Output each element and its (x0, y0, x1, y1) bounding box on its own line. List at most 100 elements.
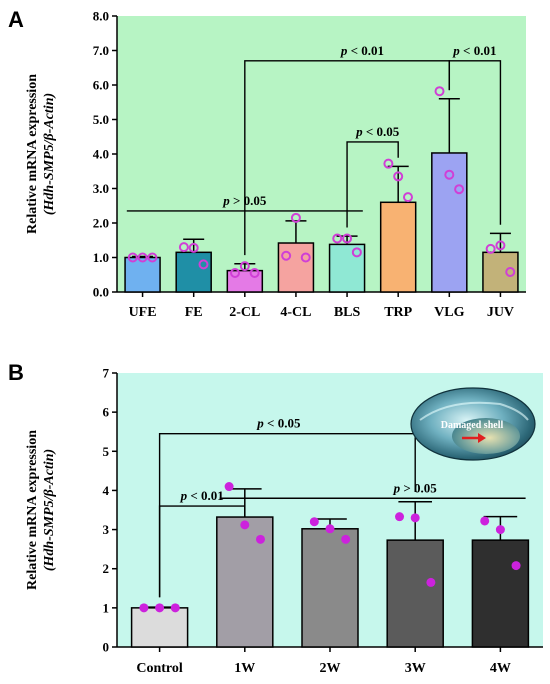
x-tick-label-2-cl: 2-CL (229, 305, 260, 320)
y-tick-label: 0.0 (93, 285, 109, 300)
data-point (198, 259, 209, 270)
data-point (170, 603, 180, 613)
data-point (224, 482, 234, 492)
bar-trp (379, 201, 417, 293)
data-point (383, 158, 394, 169)
significance-bracket (346, 141, 399, 228)
significance-label: p > 0.05 (222, 193, 267, 208)
y-tick-label: 6 (103, 405, 110, 420)
x-tick-label-4-cl: 4-CL (280, 305, 311, 320)
y-tick-label: 6.0 (93, 78, 109, 93)
y-tick-label: 0 (103, 640, 110, 655)
panel-a-annotations: p < 0.01 p < 0.01 p < 0.05 p > 0.05 (126, 43, 502, 256)
data-point (325, 524, 335, 534)
panel-a-ylabel-sub: (Hdh-SMP5/β-Actin) (42, 93, 57, 215)
panel-a-bars (124, 98, 519, 293)
data-point (505, 266, 516, 277)
bar-vlg (431, 152, 468, 293)
bar-4-cl (277, 242, 315, 293)
data-point (249, 268, 260, 279)
bar-2-cl (226, 269, 264, 293)
y-tick-label: 4.0 (93, 147, 109, 162)
significance-label: p < 0.01 (340, 43, 384, 58)
panel-a-letter: A (8, 7, 24, 32)
data-point (351, 247, 362, 258)
y-tick-label: 1.0 (93, 250, 109, 265)
y-tick-label: 3.0 (93, 181, 109, 196)
data-point (495, 525, 505, 535)
x-tick-label-bls: BLS (334, 305, 361, 320)
data-point (239, 261, 250, 272)
data-point (188, 242, 199, 253)
data-point (137, 252, 148, 263)
bar-ufe (124, 256, 161, 293)
panel-a-axes: 0.0 1.0 2.0 3.0 4.0 5.0 6.0 7.0 8.0 UFE FE 2-CL 4-CL… (93, 9, 526, 320)
bar-1w (216, 516, 274, 648)
data-point (495, 240, 506, 251)
bar-4w (471, 539, 530, 648)
x-tick-label-1w: 1W (234, 661, 255, 676)
y-tick-label: 2 (103, 561, 110, 576)
data-point (410, 513, 420, 523)
x-tick-label-vlg: VLG (434, 305, 464, 320)
panel-b-ylabel-sub: (Hdh-SMP5/β-Actin) (42, 449, 57, 571)
data-point (127, 252, 138, 263)
damaged-shell-inset: Damaged shell (410, 387, 536, 461)
significance-label: p < 0.05 (355, 124, 400, 139)
y-tick-label: 7.0 (93, 43, 109, 58)
significance-label: p < 0.01 (452, 43, 496, 58)
data-point (255, 534, 265, 544)
data-point (511, 561, 521, 571)
panel-b-ylabel: Relative mRNA expression (25, 430, 40, 590)
data-point (139, 603, 149, 613)
x-tick-label-4w: 4W (490, 661, 511, 676)
panel-b-y-axis-title: Relative mRNA expression (Hdh-SMP5/β-Act… (25, 430, 57, 590)
data-point (395, 512, 405, 522)
data-point (155, 603, 165, 613)
y-tick-label: 1 (103, 600, 110, 615)
panel-b-points (139, 482, 521, 613)
data-point (480, 516, 490, 526)
y-tick-label: 4 (103, 483, 110, 498)
bar-fe (175, 251, 212, 293)
shell-highlight (419, 401, 529, 421)
shell-inner (452, 418, 520, 454)
data-point (309, 517, 319, 527)
data-point (290, 212, 301, 223)
bar-2w (301, 528, 359, 648)
x-tick-label-control: Control (136, 661, 183, 676)
bar-control (130, 607, 189, 648)
panel-a: A 0.0 1.0 2.0 3.0 4.0 5.0 6.0 7.0 8.0 UFE FE 2-CL 4-… (8, 7, 526, 320)
panel-a-y-axis-title: Relative mRNA expression (Hdh-SMP5/β-Act… (25, 74, 57, 234)
data-point (434, 86, 445, 97)
data-point (485, 243, 496, 254)
panel-b-annotations: p < 0.05 p < 0.01 p > 0.05 (158, 416, 526, 598)
x-tick-label-juv: JUV (487, 305, 514, 320)
data-point (178, 242, 189, 253)
x-tick-label-ufe: UFE (129, 305, 157, 320)
significance-label: p < 0.05 (256, 416, 301, 431)
data-point (342, 233, 353, 244)
data-point (444, 169, 455, 180)
data-point (341, 534, 351, 544)
panel-a-ylabel: Relative mRNA expression (25, 74, 40, 234)
data-point (281, 250, 292, 261)
y-tick-label: 2.0 (93, 216, 109, 231)
arrow-head-icon (478, 433, 486, 443)
y-tick-label: 5.0 (93, 112, 109, 127)
y-tick-label: 3 (103, 522, 110, 537)
inset-label: Damaged shell (441, 420, 504, 431)
y-tick-label: 5 (103, 444, 110, 459)
data-point (147, 252, 158, 263)
data-point (300, 252, 311, 263)
data-point (240, 520, 250, 530)
x-tick-label-trp: TRP (384, 305, 412, 320)
bar-bls (328, 243, 366, 293)
data-point (402, 192, 413, 203)
y-tick-label: 7 (103, 366, 110, 381)
data-point (230, 268, 241, 279)
significance-label: p < 0.01 (180, 488, 224, 503)
data-point (332, 233, 343, 244)
significance-bracket (448, 60, 502, 225)
